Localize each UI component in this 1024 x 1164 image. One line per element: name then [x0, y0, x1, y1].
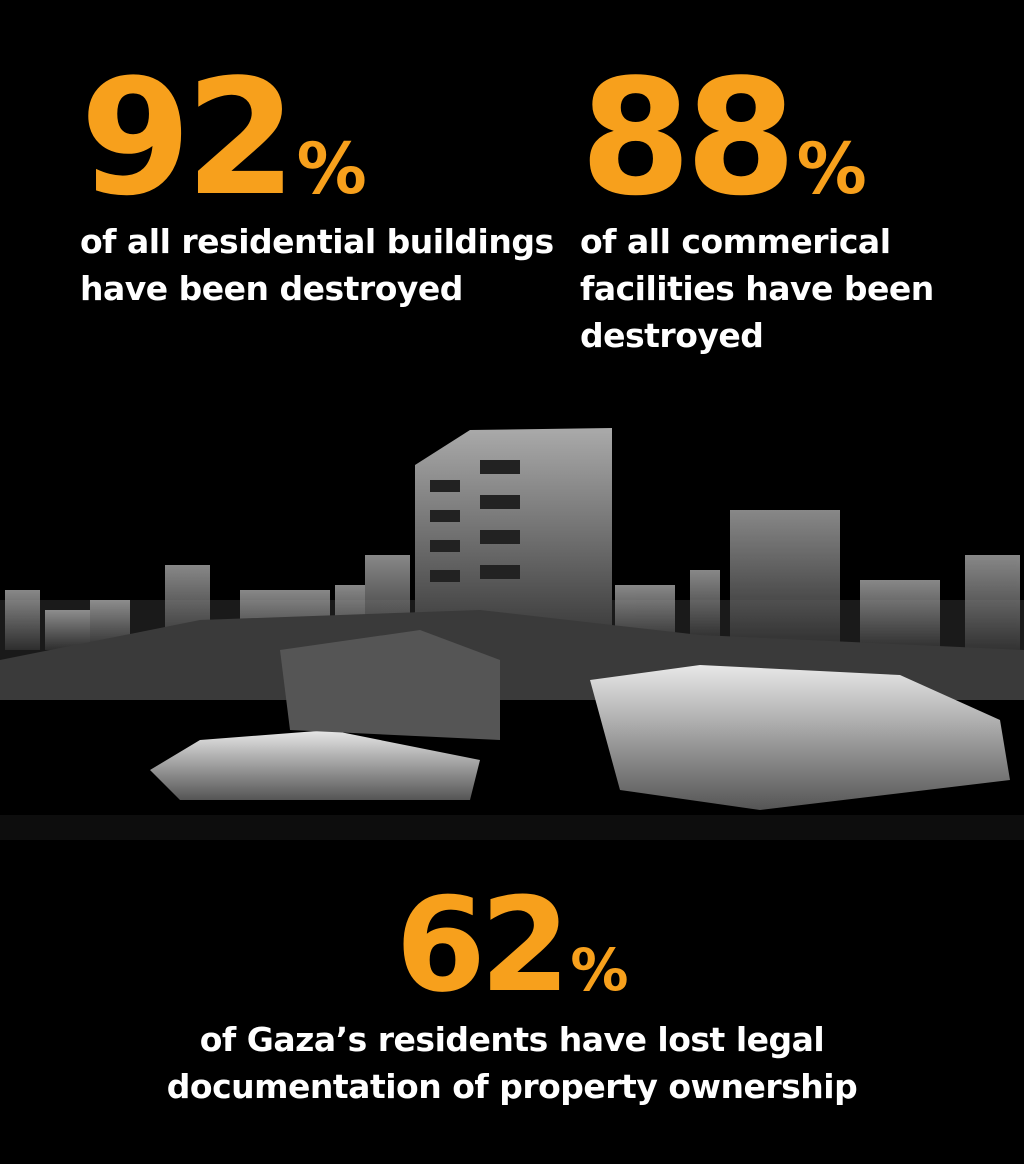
- stat-description: of all commerical facilities have been d…: [580, 218, 934, 359]
- ruins-illustration: [0, 428, 1024, 840]
- stat-description: of Gaza’s residents have lost legal docu…: [0, 1016, 1024, 1110]
- stat-commercial: 88% of all commerical facilities have be…: [580, 58, 934, 359]
- stat-value: 92%: [80, 58, 554, 218]
- stat-number: 92: [80, 44, 297, 231]
- desc-line: of Gaza’s residents have lost legal: [199, 1020, 825, 1059]
- desc-line: facilities have been: [580, 269, 934, 308]
- stat-unit: %: [296, 128, 367, 210]
- stat-number: 62: [395, 869, 570, 1021]
- desc-line: destroyed: [580, 316, 764, 355]
- desc-line: have been destroyed: [80, 269, 463, 308]
- stat-legal-documentation: 62% of Gaza’s residents have lost legal …: [0, 880, 1024, 1110]
- stat-residential: 92% of all residential buildings have be…: [80, 58, 554, 312]
- stat-value: 62%: [0, 880, 1024, 1010]
- stat-unit: %: [796, 128, 867, 210]
- desc-line: of all residential buildings: [80, 222, 554, 261]
- stat-value: 88%: [580, 58, 934, 218]
- stat-unit: %: [570, 936, 629, 1004]
- desc-line: documentation of property ownership: [166, 1067, 858, 1106]
- stat-number: 88: [580, 44, 797, 231]
- desc-line: of all commerical: [580, 222, 891, 261]
- stat-description: of all residential buildings have been d…: [80, 218, 554, 312]
